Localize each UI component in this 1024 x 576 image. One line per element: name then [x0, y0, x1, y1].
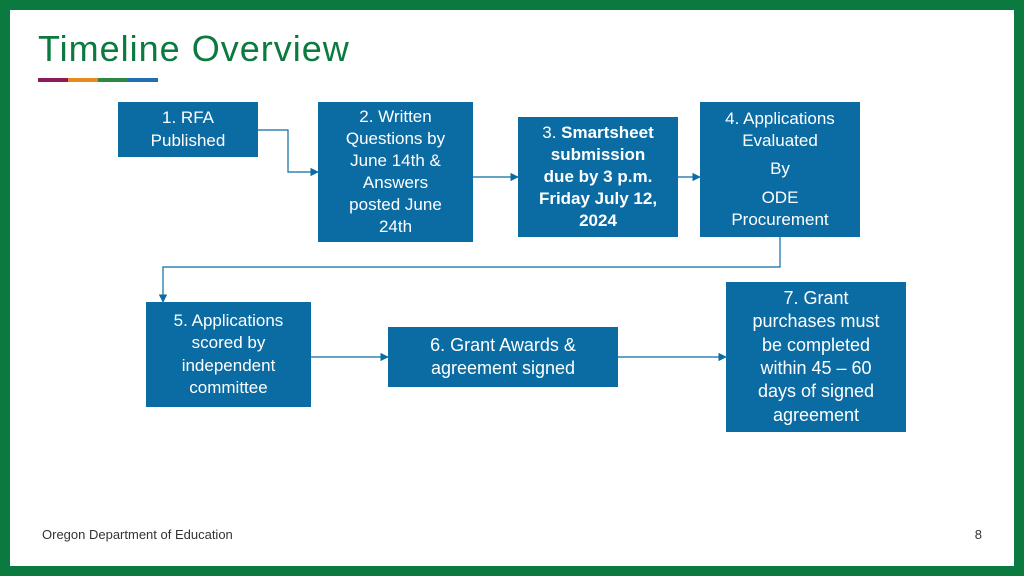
title-underline	[38, 78, 158, 82]
footer-left: Oregon Department of Education	[42, 527, 233, 542]
flowchart-canvas: 1. RFAPublished 2. WrittenQuestions byJun…	[38, 102, 986, 502]
flow-node-label: 6. Grant Awards &agreement signed	[396, 334, 610, 381]
flow-node-n4: 4. ApplicationsEvaluatedByODEProcurement	[700, 102, 860, 237]
flow-node-n1: 1. RFAPublished	[118, 102, 258, 157]
connector	[163, 237, 780, 302]
connector	[258, 130, 318, 172]
flow-node-n6: 6. Grant Awards &agreement signed	[388, 327, 618, 387]
flow-node-label: 3. Smartsheetsubmissiondue by 3 p.m.Frid…	[526, 122, 670, 232]
flow-node-n7: 7. Grantpurchases mustbe completedwithin…	[726, 282, 906, 432]
footer-right: 8	[975, 527, 982, 542]
flow-node-n2: 2. WrittenQuestions byJune 14th &Answers…	[318, 102, 473, 242]
slide-footer: Oregon Department of Education 8	[42, 527, 982, 542]
flow-node-label: 4. ApplicationsEvaluatedByODEProcurement	[708, 108, 852, 230]
flow-node-label: 5. Applicationsscored byindependentcommi…	[154, 310, 303, 398]
flow-node-label: 7. Grantpurchases mustbe completedwithin…	[734, 287, 898, 427]
slide-frame: Timeline Overview 1. RFAPublished 2. Writ…	[0, 0, 1024, 576]
flow-node-n3: 3. Smartsheetsubmissiondue by 3 p.m.Frid…	[518, 117, 678, 237]
slide-content: Timeline Overview 1. RFAPublished 2. Writ…	[38, 28, 986, 548]
flow-node-n5: 5. Applicationsscored byindependentcommi…	[146, 302, 311, 407]
flow-node-label: 1. RFAPublished	[126, 107, 250, 151]
flow-node-label: 2. WrittenQuestions byJune 14th &Answers…	[326, 106, 465, 239]
slide-title: Timeline Overview	[38, 28, 986, 70]
